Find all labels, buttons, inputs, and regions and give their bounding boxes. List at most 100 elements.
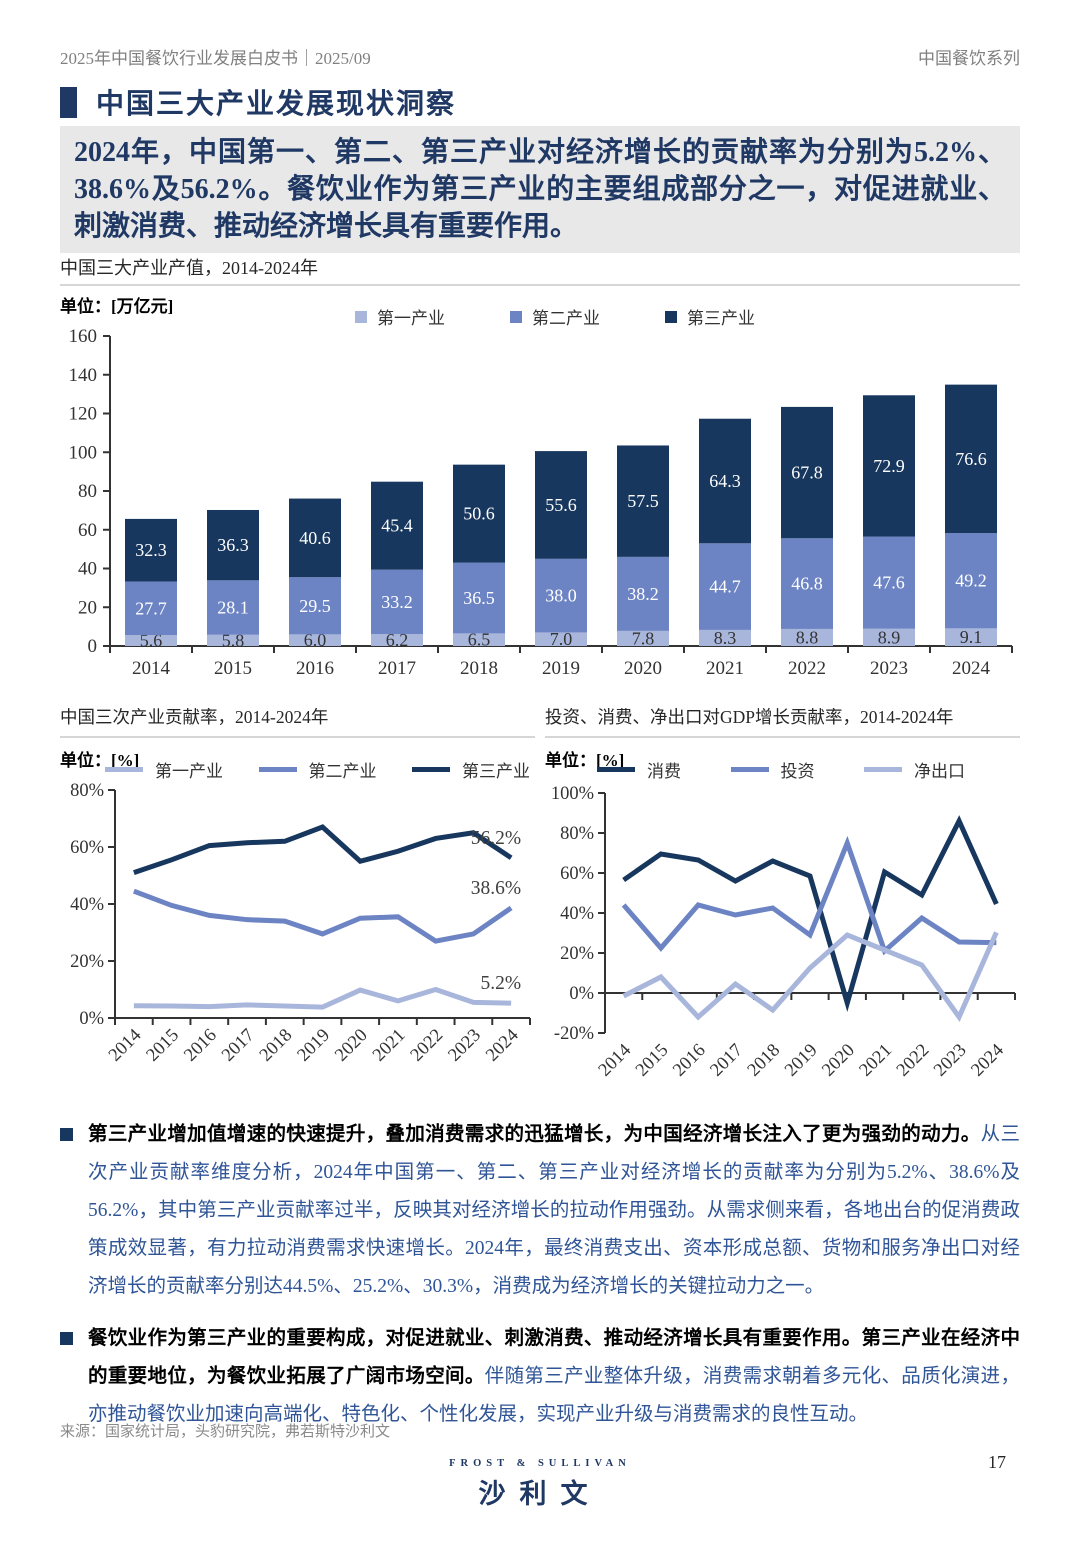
x-axis-category-label: 2015 [632, 1040, 672, 1080]
x-axis-category-label: 2018 [744, 1040, 784, 1080]
x-axis-category-label: 2019 [781, 1040, 821, 1080]
legend-swatch-secondary-industry [510, 310, 522, 323]
bar-value-label: 7.0 [550, 629, 573, 649]
y-axis-tick-label: 160 [69, 326, 98, 347]
divider [545, 736, 1020, 738]
bar-value-label: 40.6 [299, 528, 331, 548]
bar-value-label: 76.6 [955, 449, 987, 469]
series-line [622, 931, 999, 1023]
legend-item: 第三产业 [412, 757, 530, 782]
bar-segment [289, 634, 341, 646]
bullet-marker [60, 1332, 73, 1345]
legend-line-net-exports [864, 767, 902, 772]
bar-segment [535, 558, 587, 633]
bar-segment [453, 562, 505, 634]
bar-segment [371, 481, 423, 570]
x-axis-category-label: 2023 [445, 1025, 485, 1065]
bar-segment [945, 384, 997, 534]
y-axis-tick-label: 0% [79, 1009, 104, 1029]
bar-segment [371, 633, 423, 646]
legend-item: 净出口 [864, 757, 965, 782]
bar-value-label: 55.6 [545, 495, 577, 515]
section-title-marker [60, 86, 77, 118]
x-axis-category-label: 2017 [378, 658, 416, 679]
bar-segment [863, 395, 915, 537]
x-axis-category-label: 2016 [181, 1025, 221, 1065]
bar-segment [617, 556, 669, 631]
bar-value-label: 72.9 [873, 456, 905, 476]
analysis-bullets: 第三产业增加值增速的快速提升，叠加消费需求的迅猛增长，为中国经济增长注入了更为强… [60, 1116, 1020, 1434]
bar-value-label: 38.0 [545, 586, 577, 606]
y-axis-tick-label: 60% [560, 864, 594, 884]
x-axis-category-label: 2014 [105, 1025, 145, 1065]
series-line [621, 835, 997, 956]
legend-line-primary-industry [105, 767, 143, 772]
y-axis-tick-label: 20% [560, 944, 594, 964]
bar-value-label: 6.5 [468, 630, 491, 650]
legend-item: 第一产业 [355, 304, 445, 329]
y-axis-tick-label: 20 [78, 597, 97, 618]
x-axis-category-label: 2019 [542, 658, 580, 679]
bar-segment [617, 630, 669, 646]
bar-value-label: 6.0 [304, 630, 327, 650]
bar-segment [781, 406, 833, 539]
industry-output-stacked-bar-chart: 0 20 40 60 80 100 120 140 160 5.6 27.7 32.3 2014 5.8 2… [69, 326, 1013, 679]
logo-latin-text: FROST & SULLIVAN [449, 1458, 631, 1469]
x-axis-category-label: 2024 [952, 658, 991, 679]
bar-value-label: 7.8 [632, 628, 655, 648]
x-axis-category-label: 2022 [407, 1025, 447, 1065]
bullet-text: 第三产业增加值增速的快速提升，叠加消费需求的迅猛增长，为中国经济增长注入了更为强… [88, 1116, 1020, 1306]
y-axis-tick-label: 40% [560, 904, 594, 924]
bar-segment [125, 635, 177, 646]
y-axis-tick-label: 80% [560, 824, 594, 844]
bar-value-label: 47.6 [873, 573, 905, 593]
bar-value-label: 27.7 [135, 598, 167, 618]
bar-segment [207, 509, 259, 581]
frost-sullivan-logo: FROST & SULLIVAN 沙利文 [0, 1458, 1080, 1511]
series-line [622, 815, 999, 1013]
series-end-annotation: 38.6% [471, 878, 521, 899]
bar-segment [453, 633, 505, 646]
legend-label: 消费 [647, 762, 681, 781]
bar-segment [699, 629, 751, 646]
x-axis-category-label: 2017 [218, 1025, 258, 1065]
legend-item: 第一产业 [105, 757, 223, 782]
line-chart-right-legend: 消费 投资 净出口 [597, 757, 965, 782]
section-title-text: 中国三大产业发展现状洞察 [96, 89, 457, 120]
legend-label: 投资 [780, 762, 815, 781]
y-axis-tick-label: 100% [551, 784, 594, 804]
legend-item: 第三产业 [665, 304, 755, 329]
series-line [133, 824, 513, 876]
bar-segment [617, 445, 669, 557]
line-chart-right-title: 投资、消费、净出口对GDP增长贡献率，2014-2024年 [545, 707, 954, 727]
bullet-item: 第三产业增加值增速的快速提升，叠加消费需求的迅猛增长，为中国经济增长注入了更为强… [60, 1116, 1020, 1306]
bar-value-label: 8.9 [878, 627, 901, 647]
divider [60, 736, 535, 738]
header-left: 2025年中国餐饮行业发展白皮书｜2025/09 [60, 49, 371, 68]
x-axis-category-label: 2021 [856, 1040, 896, 1080]
bullet-bold-text: 第三产业增加值增速的快速提升，叠加消费需求的迅猛增长，为中国经济增长注入了更为强… [88, 1124, 981, 1145]
legend-item: 第二产业 [510, 304, 600, 329]
y-axis-tick-label: 80 [78, 481, 97, 502]
legend-item: 投资 [730, 757, 815, 782]
x-axis-category-label: 2024 [968, 1040, 1008, 1080]
bar-value-label: 49.2 [955, 571, 987, 591]
bar-value-label: 50.6 [463, 504, 495, 524]
logo-chinese-text: 沙利文 [478, 1479, 602, 1509]
gdp-contribution-line-chart: -20%0%20%40%60%80%100%201420152016201720… [551, 784, 1016, 1081]
bar-segment [699, 418, 751, 544]
divider [60, 284, 1020, 286]
bar-segment [371, 569, 423, 634]
bar-value-label: 29.5 [299, 596, 331, 616]
legend-label: 第一产业 [377, 309, 445, 328]
x-axis-category-label: 2024 [482, 1025, 522, 1065]
legend-item: 消费 [597, 757, 681, 782]
series-line [132, 888, 513, 944]
bar-segment [289, 498, 341, 578]
bullet-bold-text: 餐饮业作为第三产业的重要构成，对促进就业、刺激消费、推动经济增长具有重要作用。第… [88, 1328, 1020, 1387]
bullet-rest-text: 从三次产业贡献率维度分析，2024年中国第一、第二、第三产业对经济增长的贡献率为… [88, 1124, 1020, 1297]
bar-segment [125, 518, 177, 582]
series-line [133, 986, 512, 1010]
x-axis-category-label: 2015 [143, 1025, 183, 1065]
